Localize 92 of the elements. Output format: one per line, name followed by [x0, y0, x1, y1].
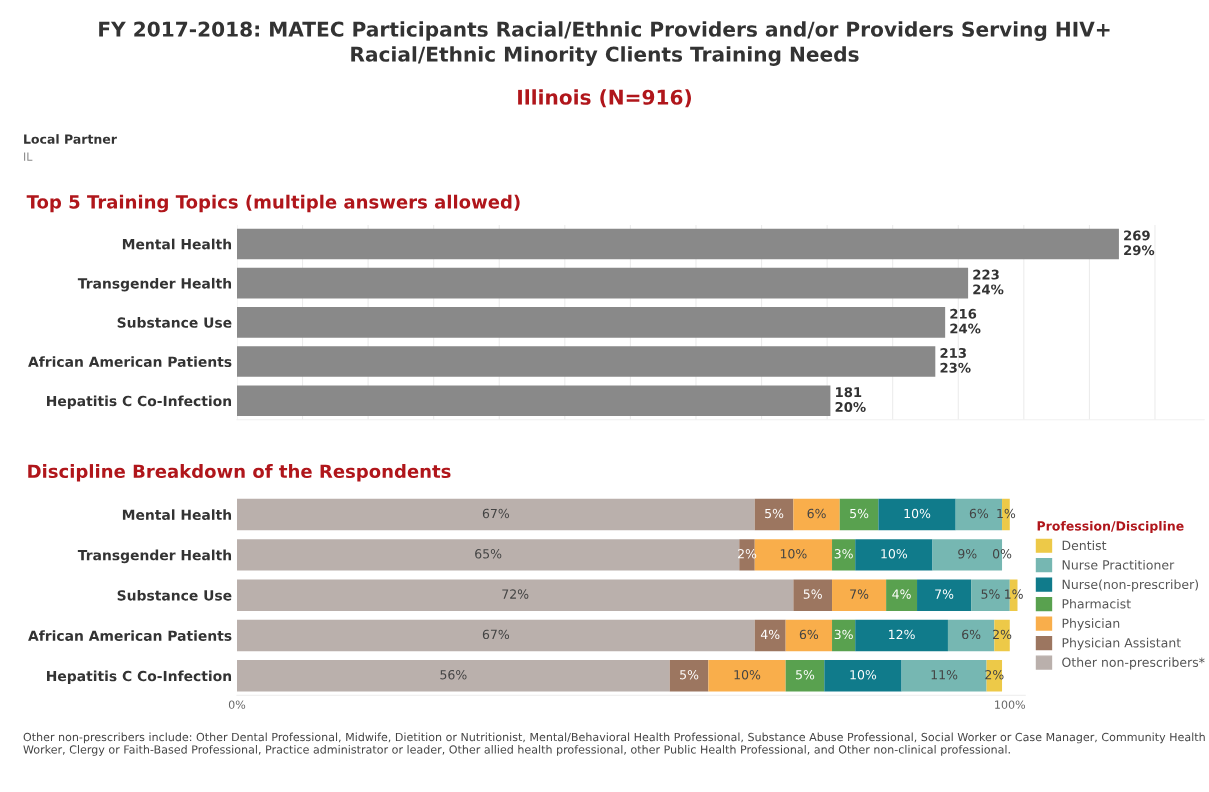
- legend-label: Physician: [1062, 618, 1120, 631]
- data-label: 10%: [904, 508, 931, 519]
- legend-label: Other non-prescribers*: [1062, 657, 1205, 670]
- bar: [901, 660, 987, 692]
- bar: [754, 498, 794, 531]
- data-label: 223 24%: [973, 269, 1004, 295]
- text: IL: [24, 152, 33, 161]
- bar: [947, 619, 995, 652]
- bar: [236, 660, 670, 692]
- bar: [236, 385, 831, 417]
- chart-title: FY 2017-2018: MATEC Participants Racial/Ethnic Providers and/or Providers Serving HIV+ Racial/Ethnic Minority Clients Training Needs: [99, 21, 1110, 66]
- data-label: 3%: [834, 549, 853, 559]
- bar: [785, 660, 825, 692]
- bar: [236, 346, 936, 377]
- data-label: 4%: [760, 629, 780, 640]
- data-label: 216 24%: [950, 308, 981, 334]
- y-tick-label: Transgender Health: [77, 549, 232, 564]
- data-label: 67%: [482, 629, 510, 640]
- bar: [839, 498, 879, 531]
- text: Other non-prescribers include: Other Dental Professional, Midwife, Dietition or Nutritionist, Mental/Behavioral Health Professional, Substance Abuse Professional, Social Worker or Case Manager, Community Health Worker, Clergy or Faith-Based Professional, Practice administrator or leader, Other allied health professional, other Public Health Professional, and Other non-clinical professional.: [23, 732, 1205, 756]
- chart-title: Discipline Breakdown of the Respondents: [28, 464, 451, 482]
- data-label: 5%: [803, 589, 822, 599]
- bar: [785, 619, 833, 652]
- data-label: 6%: [969, 508, 989, 519]
- data-label: 5%: [680, 669, 699, 680]
- bar: [917, 579, 972, 611]
- data-label: 3%: [834, 629, 853, 640]
- bar: [236, 498, 755, 531]
- data-label: 5%: [981, 589, 1000, 599]
- y-tick-label: Transgender Health: [77, 277, 232, 292]
- data-label: 11%: [931, 669, 958, 680]
- bar: [878, 498, 956, 531]
- data-label: 72%: [502, 589, 529, 599]
- legend-label: Nurse Practitioner: [1062, 559, 1175, 570]
- bar: [669, 660, 709, 692]
- bar: [793, 498, 840, 531]
- legend-label: Pharmacist: [1062, 598, 1131, 609]
- data-label: 65%: [475, 549, 502, 559]
- y-tick-label: African American Patients: [28, 630, 232, 641]
- data-label: 5%: [796, 669, 815, 680]
- bar: [708, 660, 786, 692]
- text: Top 5 Training Topics (multiple answers allowed): [26, 194, 520, 213]
- bar: [236, 267, 969, 299]
- data-label: 7%: [935, 589, 954, 599]
- y-tick-label: African American Patients: [28, 356, 232, 368]
- y-tick-label: Hepatitis C Co-Infection: [47, 395, 232, 409]
- data-label: 6%: [962, 629, 981, 640]
- bar: [886, 579, 918, 611]
- bar: [236, 579, 794, 611]
- bar: [754, 619, 786, 652]
- data-label: 10%: [881, 549, 908, 559]
- data-label: 67%: [482, 508, 510, 519]
- y-tick-label: Hepatitis C Co-Infection: [47, 670, 232, 684]
- data-label: 9%: [958, 549, 977, 559]
- data-label: 4%: [892, 589, 911, 599]
- bar: [832, 619, 856, 652]
- legend-label: Dentist: [1062, 540, 1107, 551]
- data-label: 5%: [765, 508, 784, 519]
- data-label: 5%: [850, 508, 869, 519]
- bar: [793, 579, 833, 611]
- text: Local Partner: [24, 134, 117, 144]
- data-label: 10%: [850, 669, 877, 680]
- bar: [855, 539, 933, 571]
- data-label: 1%: [1005, 589, 1023, 599]
- y-tick-label: Mental Health: [122, 509, 232, 521]
- data-label: 12%: [889, 629, 915, 640]
- bar: [832, 579, 887, 611]
- data-label: 10%: [780, 549, 807, 559]
- y-tick-label: Substance Use: [117, 589, 232, 601]
- x-tick-label: 100%: [995, 700, 1026, 709]
- data-label: 56%: [440, 669, 467, 680]
- data-label: 213 23%: [940, 348, 971, 373]
- y-tick-label: Substance Use: [117, 317, 232, 328]
- data-label: 6%: [799, 629, 819, 640]
- bar: [236, 228, 1119, 260]
- data-label: 181 20%: [835, 387, 866, 412]
- data-label: 6%: [807, 508, 826, 519]
- bar: [832, 539, 856, 571]
- y-tick-label: Mental Health: [122, 238, 232, 250]
- data-label: 269 29%: [1124, 230, 1155, 256]
- legend-label: Nurse(non-prescriber): [1062, 579, 1199, 592]
- bar: [236, 619, 755, 652]
- data-label: 1%: [997, 508, 1016, 519]
- bar: [824, 660, 902, 692]
- bar: [236, 539, 740, 571]
- bar: [236, 307, 946, 338]
- legend-label: Physician Assistant: [1062, 637, 1181, 650]
- data-label: 7%: [850, 589, 869, 599]
- data-label: 10%: [734, 669, 761, 680]
- chart-subtitle: Illinois (N=916): [518, 89, 691, 108]
- bar: [855, 619, 948, 652]
- legend-title: Profession/Discipline: [1037, 520, 1184, 534]
